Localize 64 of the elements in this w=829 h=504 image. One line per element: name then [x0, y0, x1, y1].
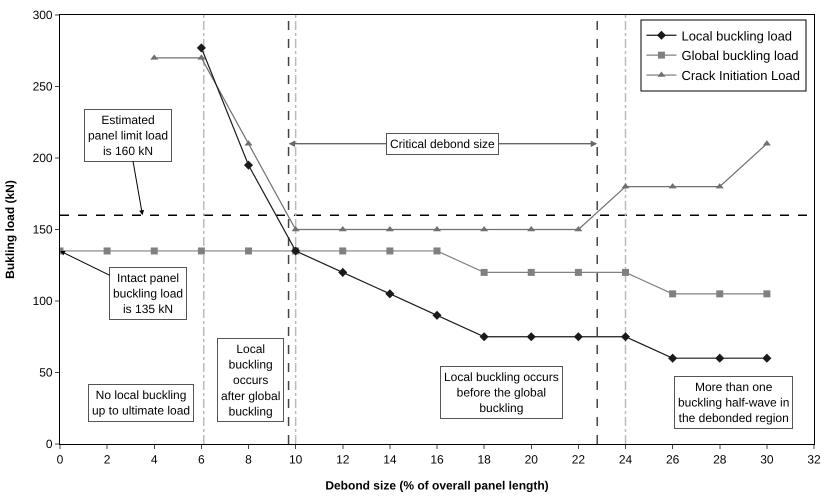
point — [385, 289, 394, 298]
point — [150, 247, 158, 254]
x-axis-title: Debond size (% of overall panel length) — [325, 478, 549, 492]
point — [245, 247, 252, 254]
x-tick-label: 0 — [56, 452, 64, 466]
x-tick-label: 12 — [336, 452, 350, 466]
y-tick-label: 150 — [32, 222, 53, 237]
point — [104, 247, 111, 254]
annotation: Critical debond size — [390, 137, 496, 151]
point — [716, 290, 724, 298]
annotation: Local buckling occurs before the global buckling — [444, 370, 559, 416]
y-tick-label: 50 — [39, 366, 53, 380]
y-tick-label: 200 — [32, 151, 53, 166]
legend-label: Global buckling load — [681, 48, 799, 64]
point — [669, 290, 676, 298]
point — [198, 247, 205, 254]
x-tick-label: 14 — [383, 452, 397, 466]
point — [668, 354, 678, 363]
point — [386, 247, 394, 254]
x-tick-label: 10 — [288, 452, 303, 466]
annotation: Intact panel buckling load is 135 kN — [113, 271, 184, 316]
point — [244, 160, 254, 170]
y-tick-label: 0 — [46, 437, 53, 452]
legend-label: Crack Initiation Load — [681, 68, 800, 84]
x-tick-label: 4 — [150, 452, 158, 466]
point — [480, 268, 488, 276]
annotation: Estimated panel limit load is 160 kN — [88, 113, 168, 158]
x-tick-label: 16 — [430, 452, 444, 466]
point — [150, 54, 158, 60]
point — [339, 247, 346, 254]
x-tick-label: 28 — [713, 452, 727, 466]
point — [480, 332, 489, 342]
x-tick-label: 24 — [618, 452, 632, 466]
point — [434, 247, 440, 254]
y-tick-label: 100 — [32, 294, 53, 308]
annotation: No local buckling up to ultimate load — [92, 388, 190, 418]
annotation: More than one buckling half-wave in the debonded region — [678, 380, 790, 426]
point — [763, 290, 770, 298]
point — [528, 268, 535, 276]
point — [620, 332, 630, 342]
point — [432, 310, 442, 320]
point — [197, 54, 206, 60]
annotation: Local buckling occurs after global buckling — [221, 342, 280, 418]
x-tick-label: 22 — [572, 452, 586, 466]
point — [622, 268, 629, 276]
x-tick-label: 26 — [666, 452, 680, 466]
legend-label: Local buckling load — [681, 28, 792, 44]
point — [574, 268, 582, 276]
point — [338, 268, 348, 277]
y-tick-label: 250 — [32, 80, 53, 94]
x-tick-label: 6 — [198, 452, 206, 466]
point — [762, 354, 772, 363]
x-tick-label: 20 — [524, 452, 538, 466]
y-axis-title: Bukling load (kN) — [2, 180, 17, 279]
y-tick-label: 300 — [32, 8, 53, 22]
point — [715, 354, 724, 363]
x-tick-label: 32 — [807, 452, 821, 466]
x-tick-label: 30 — [760, 452, 774, 466]
x-tick-label: 18 — [477, 452, 492, 466]
point — [196, 43, 206, 52]
point — [574, 332, 583, 342]
x-tick-label: 8 — [245, 452, 252, 466]
point — [526, 332, 536, 342]
x-tick-label: 2 — [104, 452, 111, 466]
